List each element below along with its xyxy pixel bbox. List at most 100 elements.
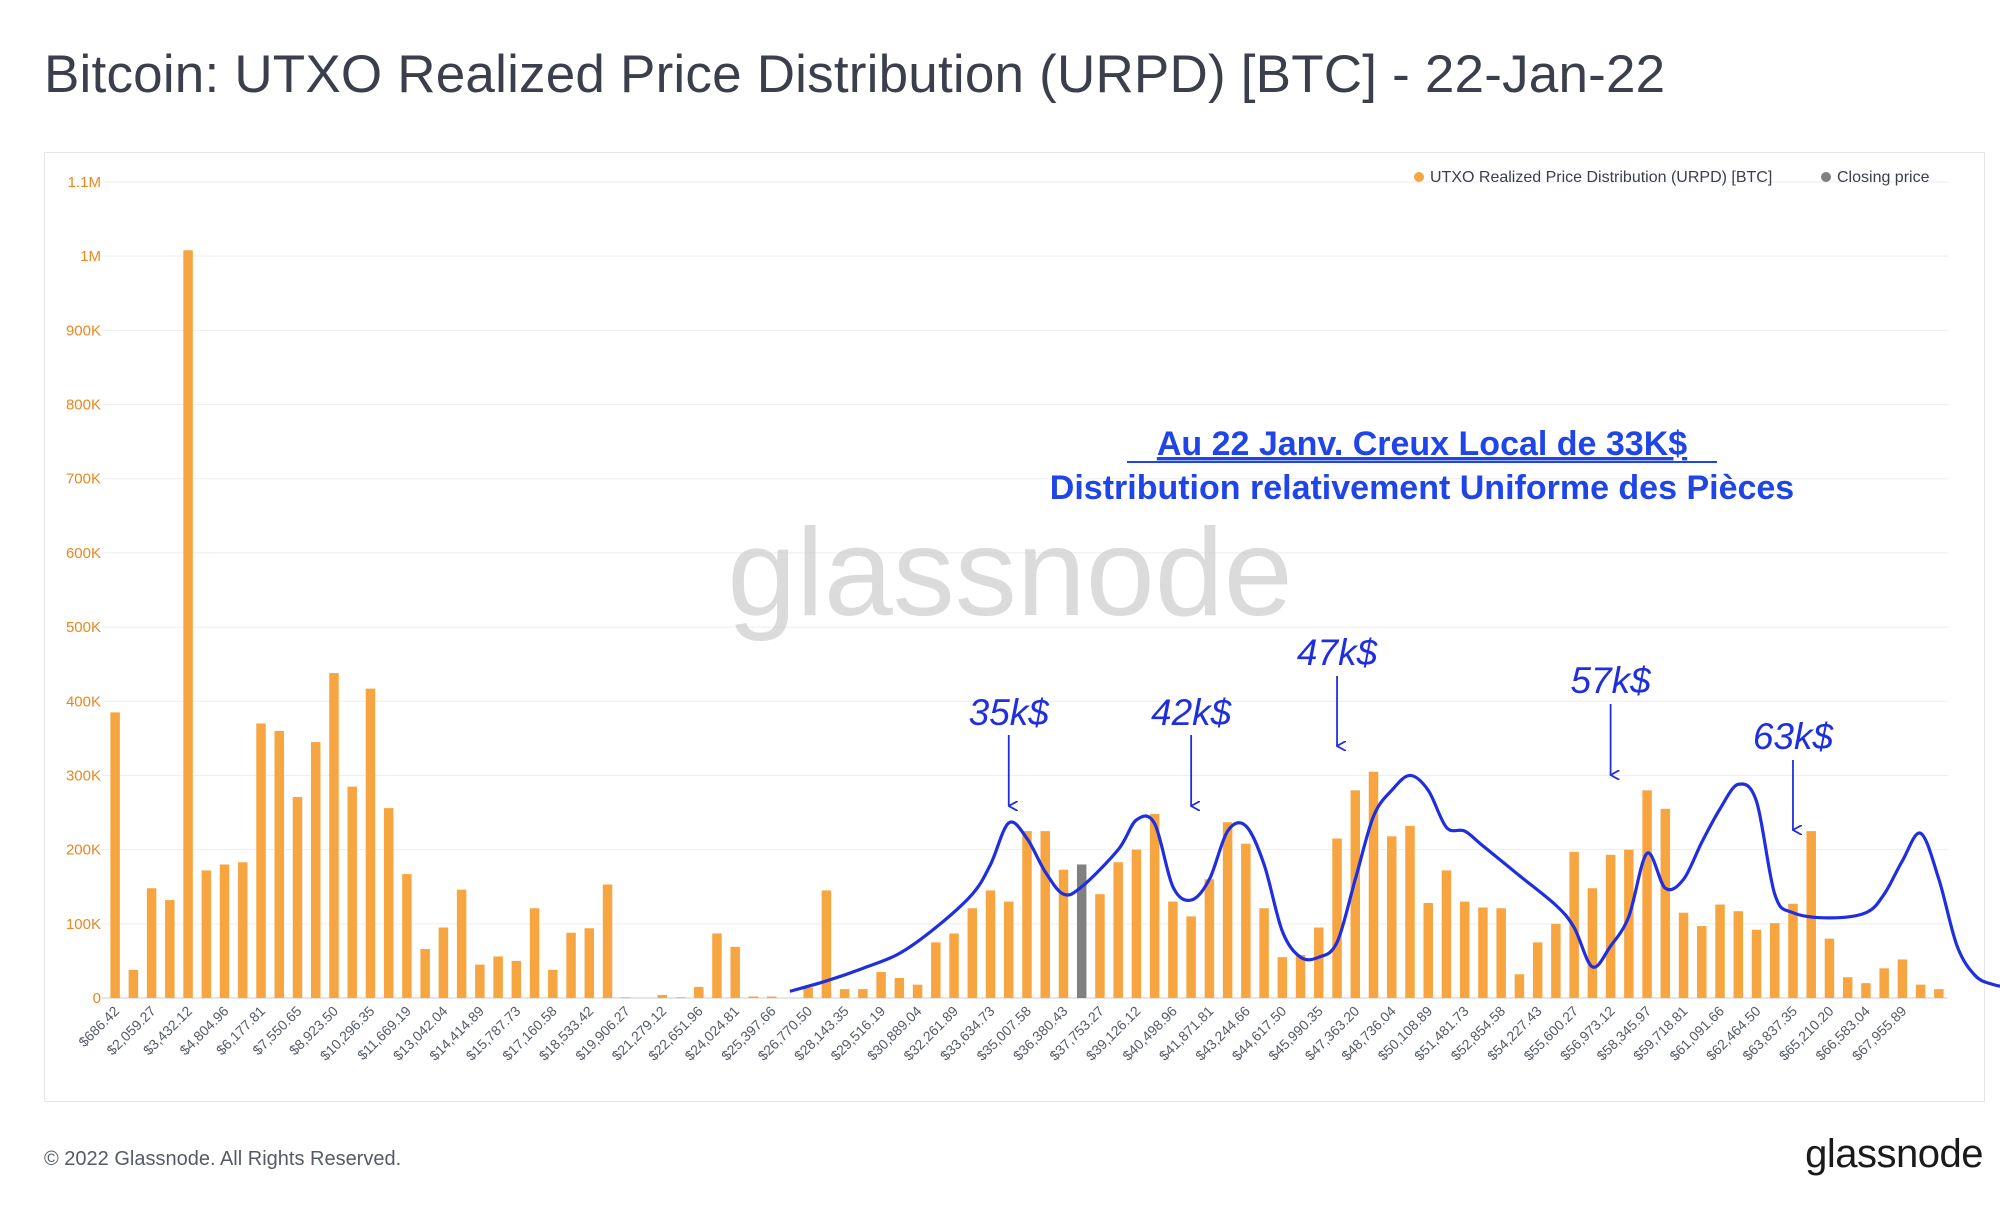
urpd-bar[interactable] [803, 987, 813, 998]
urpd-bar[interactable] [1423, 903, 1433, 998]
urpd-bar[interactable] [365, 688, 376, 998]
urpd-bar[interactable] [1387, 836, 1397, 998]
urpd-bar[interactable] [329, 673, 339, 998]
urpd-bar[interactable] [310, 742, 321, 998]
urpd-bar[interactable] [219, 864, 230, 998]
urpd-bar[interactable] [1587, 888, 1598, 998]
urpd-bar[interactable] [1861, 983, 1871, 998]
urpd-bar[interactable] [931, 942, 941, 998]
urpd-bar[interactable] [493, 956, 503, 998]
legend-label-urpd[interactable]: UTXO Realized Price Distribution (URPD) … [1430, 169, 1772, 186]
urpd-bar[interactable] [1259, 908, 1269, 998]
urpd-bar[interactable] [1441, 870, 1452, 998]
urpd-bar[interactable] [165, 900, 175, 998]
urpd-bar[interactable] [347, 786, 357, 998]
urpd-bar[interactable] [912, 984, 923, 998]
urpd-bar[interactable] [1004, 901, 1014, 998]
urpd-bar[interactable] [1624, 849, 1634, 998]
urpd-bar[interactable] [894, 977, 905, 998]
urpd-bar[interactable] [1697, 926, 1707, 998]
urpd-bar[interactable] [1934, 989, 1944, 998]
urpd-bar[interactable] [1295, 954, 1306, 998]
urpd-bar[interactable] [1022, 831, 1032, 998]
urpd-bar[interactable] [1149, 814, 1160, 998]
urpd-bar[interactable] [1660, 808, 1671, 998]
urpd-bar[interactable] [1605, 854, 1616, 998]
urpd-bar[interactable] [383, 808, 394, 998]
closing-price-bar[interactable] [1076, 864, 1087, 998]
urpd-bar[interactable] [1186, 916, 1196, 998]
urpd-bar[interactable] [256, 723, 266, 998]
urpd-bar[interactable] [566, 932, 576, 998]
urpd-bar[interactable] [110, 712, 120, 998]
urpd-bar[interactable] [949, 933, 959, 998]
urpd-bar[interactable] [475, 964, 485, 998]
urpd-bar[interactable] [602, 884, 613, 998]
urpd-bar[interactable] [238, 862, 248, 998]
urpd-bar[interactable] [621, 997, 631, 998]
urpd-bar[interactable] [1040, 831, 1050, 998]
urpd-bar[interactable] [821, 890, 832, 998]
urpd-bar[interactable] [402, 874, 412, 998]
urpd-bar[interactable] [1478, 907, 1488, 998]
urpd-bar[interactable] [839, 989, 850, 998]
urpd-bar[interactable] [1241, 843, 1251, 998]
urpd-bar[interactable] [128, 969, 139, 998]
urpd-bar[interactable] [1350, 790, 1361, 998]
urpd-bar[interactable] [420, 949, 430, 998]
urpd-bar[interactable] [1405, 825, 1415, 998]
urpd-bar[interactable] [1496, 908, 1506, 998]
urpd-bar[interactable] [1204, 879, 1215, 998]
urpd-bar[interactable] [1751, 929, 1762, 998]
urpd-bar[interactable] [1879, 968, 1889, 998]
urpd-bar[interactable] [1168, 901, 1178, 998]
urpd-bar[interactable] [748, 996, 759, 998]
urpd-bar[interactable] [548, 969, 558, 998]
urpd-bar[interactable] [1095, 894, 1105, 998]
urpd-bar[interactable] [967, 908, 978, 998]
urpd-bar[interactable] [1131, 849, 1142, 998]
urpd-bar[interactable] [1824, 938, 1835, 998]
urpd-bar[interactable] [1113, 862, 1123, 998]
urpd-bar[interactable] [766, 996, 777, 998]
urpd-bar[interactable] [657, 995, 667, 998]
urpd-bar[interactable] [858, 989, 868, 998]
urpd-bar[interactable] [1222, 822, 1233, 998]
urpd-bar[interactable] [1788, 903, 1798, 998]
urpd-bar[interactable] [146, 888, 157, 998]
urpd-bar[interactable] [1642, 790, 1652, 998]
urpd-bar[interactable] [1551, 923, 1561, 998]
urpd-bar[interactable] [1715, 904, 1725, 998]
urpd-bar[interactable] [1277, 957, 1288, 998]
urpd-bar[interactable] [693, 986, 704, 998]
urpd-bar[interactable] [876, 972, 886, 998]
urpd-bar[interactable] [1770, 923, 1780, 998]
urpd-bar[interactable] [1368, 771, 1379, 998]
urpd-bar[interactable] [1806, 831, 1816, 998]
urpd-bar[interactable] [274, 730, 284, 998]
urpd-bar[interactable] [1314, 927, 1324, 998]
urpd-bar[interactable] [292, 796, 303, 998]
urpd-bar[interactable] [456, 889, 467, 998]
urpd-bar[interactable] [1459, 901, 1470, 998]
urpd-bar[interactable] [529, 908, 540, 998]
footer-logo[interactable]: glassnode [1805, 1132, 1983, 1176]
urpd-bar[interactable] [712, 933, 722, 998]
urpd-bar[interactable] [1897, 959, 1908, 998]
urpd-bar[interactable] [1733, 911, 1744, 998]
urpd-bar[interactable] [1915, 984, 1926, 998]
urpd-bar[interactable] [1532, 942, 1543, 998]
urpd-bar[interactable] [511, 960, 522, 998]
urpd-bar[interactable] [985, 890, 996, 998]
urpd-bar[interactable] [1332, 838, 1342, 998]
urpd-bar[interactable] [1678, 912, 1689, 998]
urpd-bar[interactable] [1058, 869, 1069, 998]
urpd-bar[interactable] [201, 870, 212, 998]
urpd-bar[interactable] [1842, 977, 1853, 998]
legend-label-closing-price[interactable]: Closing price [1837, 169, 1930, 186]
urpd-bar[interactable] [183, 250, 193, 999]
urpd-bar[interactable] [675, 997, 686, 998]
urpd-bar[interactable] [438, 927, 449, 998]
urpd-bar[interactable] [730, 946, 740, 998]
urpd-bar[interactable] [1514, 974, 1525, 998]
